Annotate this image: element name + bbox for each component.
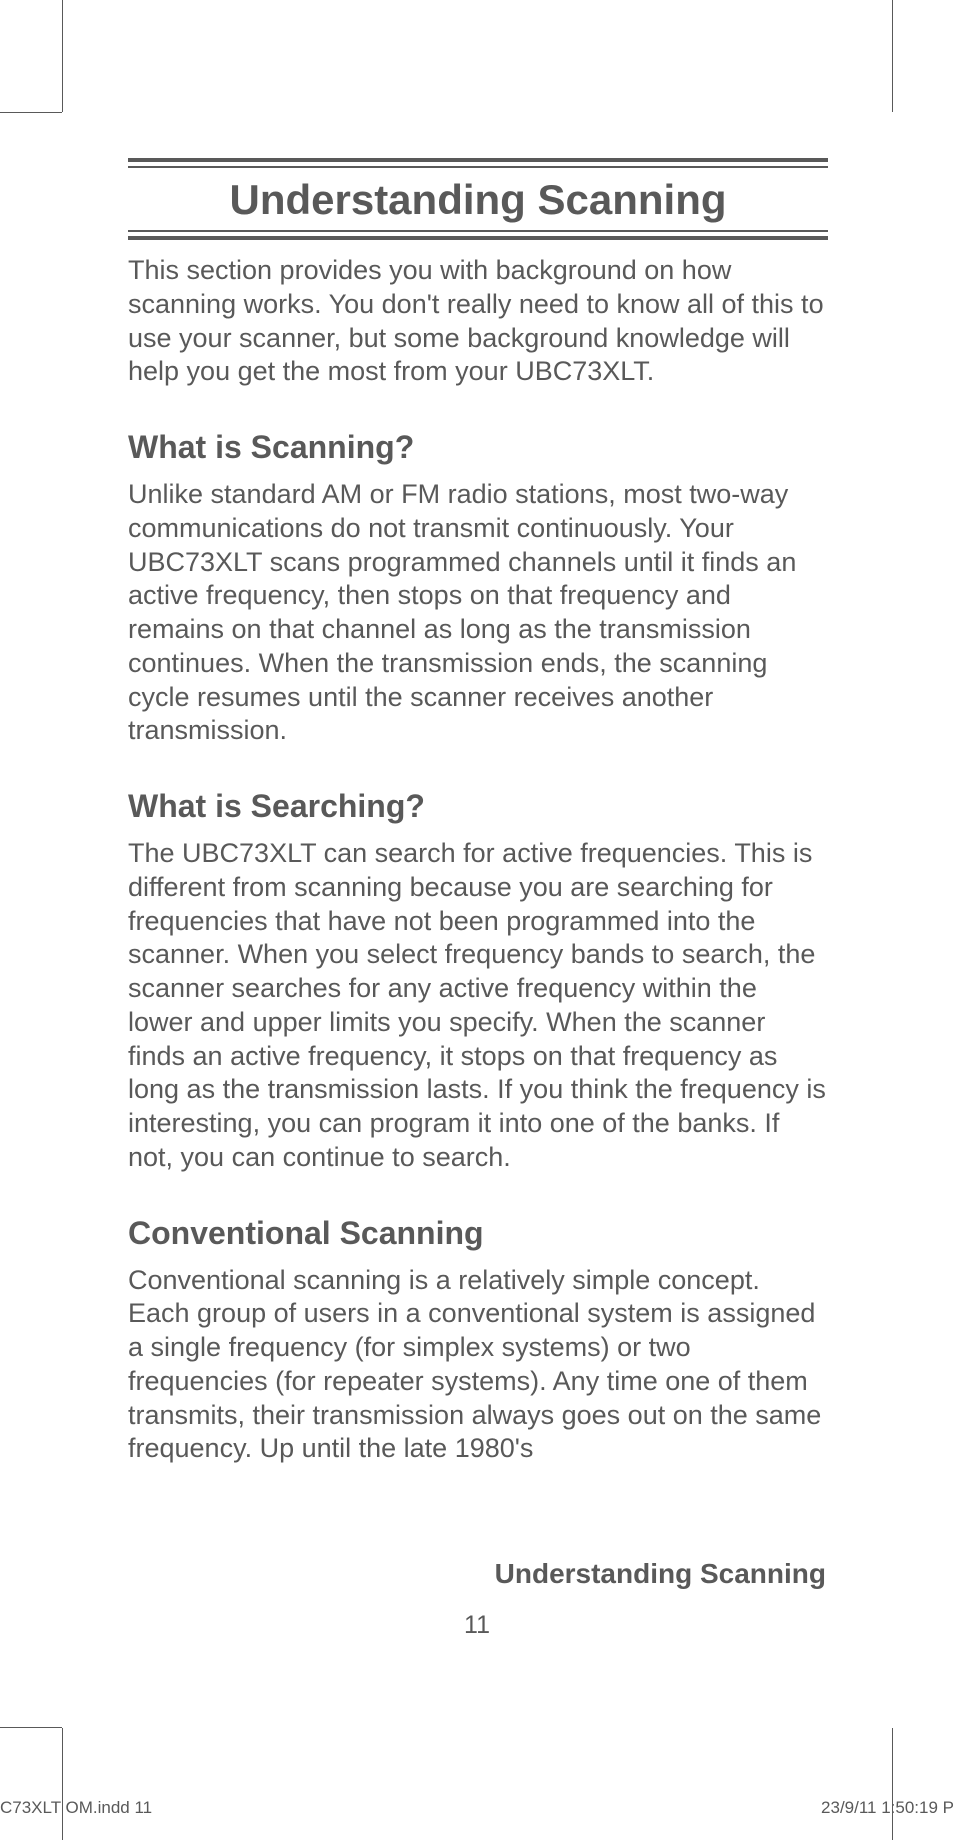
- intro-paragraph: This section provides you with backgroun…: [128, 254, 828, 389]
- footer-section-label: Understanding Scanning: [495, 1558, 826, 1590]
- imprint-filename: C73XLT OM.indd 11: [0, 1798, 152, 1818]
- section-body-searching: The UBC73XLT can search for active frequ…: [128, 837, 828, 1175]
- crop-mark: [0, 1727, 62, 1728]
- crop-mark: [892, 1728, 893, 1840]
- section-heading-scanning: What is Scanning?: [128, 429, 828, 466]
- page-title: Understanding Scanning: [128, 168, 828, 230]
- crop-mark: [0, 112, 62, 113]
- section-body-scanning: Unlike standard AM or FM radio stations,…: [128, 478, 828, 748]
- rule-top-thick: [128, 158, 828, 162]
- crop-mark: [62, 0, 63, 112]
- page-number: 11: [0, 1611, 954, 1640]
- imprint-timestamp: 23/9/11 1:50:19 P: [821, 1798, 954, 1818]
- crop-mark: [892, 0, 893, 112]
- rule-mid-thick: [128, 236, 828, 240]
- section-heading-searching: What is Searching?: [128, 788, 828, 825]
- section-body-conventional: Conventional scanning is a relatively si…: [128, 1264, 828, 1467]
- rule-mid-thin: [128, 230, 828, 232]
- crop-mark: [62, 1728, 63, 1840]
- page-content: Understanding Scanning This section prov…: [128, 158, 828, 1466]
- section-heading-conventional: Conventional Scanning: [128, 1215, 828, 1252]
